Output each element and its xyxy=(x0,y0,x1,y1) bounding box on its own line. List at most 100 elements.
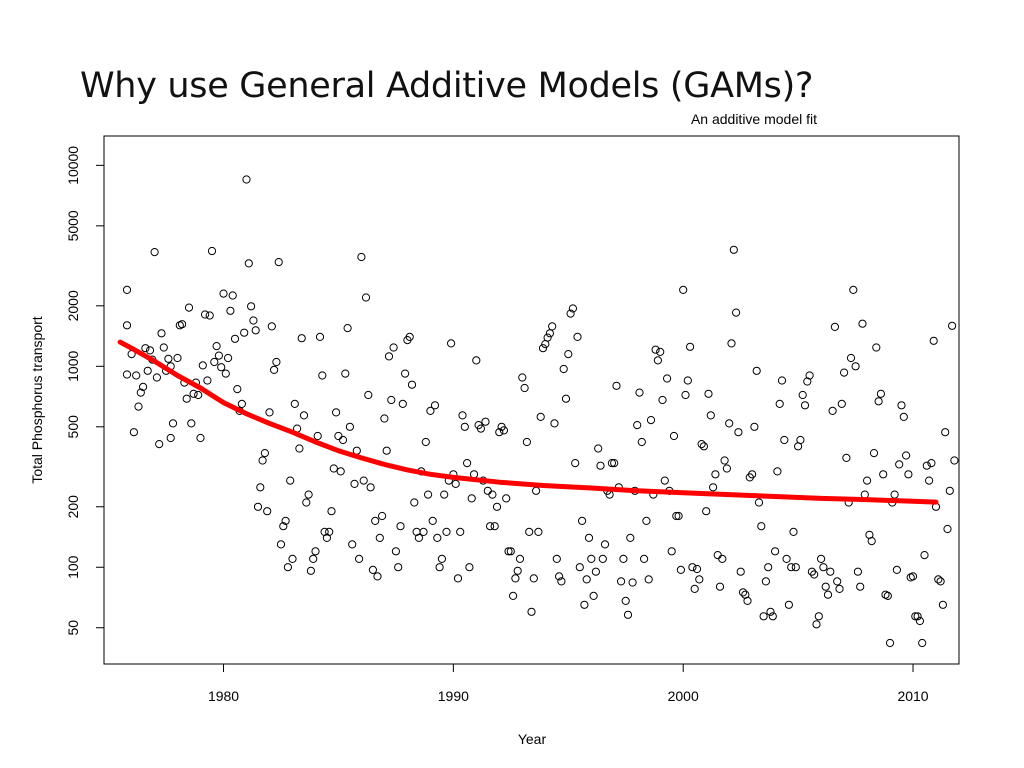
data-point xyxy=(486,522,495,531)
data-point xyxy=(187,419,196,428)
data-point xyxy=(658,395,667,405)
data-point xyxy=(821,582,830,591)
data-point xyxy=(607,459,617,468)
data-point xyxy=(727,339,736,348)
data-point xyxy=(626,533,635,543)
data-point xyxy=(315,332,325,341)
data-point xyxy=(925,476,934,485)
data-point xyxy=(201,310,210,319)
data-point xyxy=(210,357,219,367)
data-point xyxy=(557,577,566,586)
data-point xyxy=(883,591,892,601)
data-point xyxy=(628,578,637,587)
data-point xyxy=(764,563,773,572)
data-point xyxy=(709,483,718,492)
data-point xyxy=(777,376,787,385)
data-point xyxy=(233,385,242,394)
data-point xyxy=(702,507,711,516)
data-point xyxy=(663,374,672,383)
data-point xyxy=(575,563,584,572)
data-point xyxy=(525,527,534,537)
data-point xyxy=(152,373,161,382)
data-point xyxy=(283,563,292,572)
data-point xyxy=(948,321,957,330)
data-point xyxy=(267,322,276,331)
data-point xyxy=(761,577,771,586)
data-point xyxy=(164,354,173,363)
data-point xyxy=(327,507,336,516)
data-point xyxy=(835,584,844,594)
chart-title: An additive model fit xyxy=(691,111,817,127)
data-point xyxy=(867,537,876,546)
data-point xyxy=(876,389,886,398)
data-point xyxy=(437,554,446,564)
data-point xyxy=(447,339,456,348)
data-point xyxy=(814,612,823,621)
data-point xyxy=(391,547,400,556)
data-point xyxy=(892,565,902,575)
data-point xyxy=(584,533,594,543)
data-point xyxy=(518,373,527,382)
data-point xyxy=(132,371,141,380)
data-point xyxy=(798,390,807,400)
y-tick-label: 1000 xyxy=(65,351,81,382)
data-point xyxy=(214,351,223,360)
data-point xyxy=(440,490,449,499)
y-tick-label: 200 xyxy=(65,495,81,519)
data-point xyxy=(686,342,695,351)
data-point xyxy=(683,376,692,385)
data-point xyxy=(256,483,265,492)
data-point xyxy=(529,574,538,583)
data-point xyxy=(644,575,653,584)
data-point xyxy=(242,175,251,184)
x-tick-label: 1980 xyxy=(208,688,239,704)
data-point xyxy=(610,459,619,468)
data-point xyxy=(258,456,267,465)
data-point xyxy=(566,309,575,318)
data-point xyxy=(463,459,472,468)
y-tick-label: 50 xyxy=(65,620,81,636)
data-point xyxy=(538,344,548,353)
data-point xyxy=(410,498,419,507)
data-point xyxy=(276,540,286,549)
data-point xyxy=(837,399,846,408)
data-point xyxy=(872,343,881,352)
data-point xyxy=(207,246,217,256)
data-point xyxy=(718,554,727,564)
data-point xyxy=(766,607,775,616)
data-point xyxy=(734,428,743,437)
data-point xyxy=(787,563,796,572)
data-point xyxy=(674,511,683,521)
data-point xyxy=(681,390,690,400)
data-point xyxy=(651,345,660,354)
data-point xyxy=(690,584,699,594)
data-point xyxy=(635,388,644,397)
data-point xyxy=(384,352,394,361)
data-point xyxy=(375,533,384,543)
data-point xyxy=(304,490,313,499)
data-point xyxy=(791,563,800,572)
data-point xyxy=(341,369,350,378)
data-point xyxy=(237,399,246,408)
data-point xyxy=(679,285,688,294)
data-point xyxy=(458,411,467,420)
data-point xyxy=(302,498,311,507)
data-point xyxy=(828,406,837,415)
plot-area-frame xyxy=(103,135,960,665)
data-point xyxy=(582,575,591,584)
data-point xyxy=(286,476,295,485)
data-point xyxy=(428,516,437,526)
data-point xyxy=(637,437,646,447)
data-point xyxy=(157,329,166,338)
fit-line-group xyxy=(117,339,939,505)
data-point xyxy=(467,494,476,503)
data-point xyxy=(361,293,371,302)
data-point xyxy=(656,347,665,356)
data-point xyxy=(499,426,508,435)
data-point xyxy=(387,395,396,405)
data-point xyxy=(371,516,380,526)
y-axis: 50 100 200 500 1000 2000 5000 10000 xyxy=(65,146,105,636)
y-tick-label: 2000 xyxy=(65,290,81,321)
data-point xyxy=(591,567,601,576)
